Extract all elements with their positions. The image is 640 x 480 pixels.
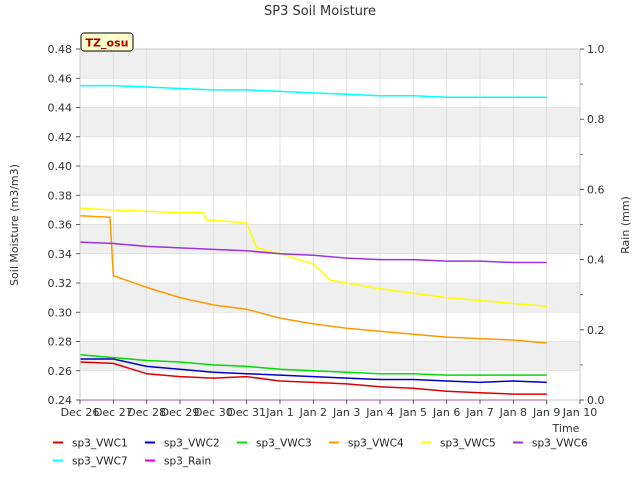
- series-line-sp3-vwc1: [79, 361, 547, 395]
- legend-label: sp3_VWC3: [256, 438, 312, 450]
- y2-tick-label: 0.8: [587, 113, 605, 126]
- legend-label: sp3_VWC6: [532, 438, 588, 450]
- y-tick-label: 0.28: [48, 336, 73, 349]
- y2-tick-label: 0.4: [587, 254, 605, 267]
- x-tick-label: Jan 5: [399, 406, 427, 419]
- series-line-sp3-vwc6: [79, 241, 547, 264]
- x-tick-label: Jan 7: [465, 406, 493, 419]
- plot-band: [80, 49, 580, 79]
- legend-label: sp3_VWC4: [348, 438, 404, 450]
- x-tick-label: Jan 1: [265, 406, 293, 419]
- y-tick-label: 0.30: [48, 306, 73, 319]
- x-tick-label: Jan 2: [299, 406, 327, 419]
- legend-label: sp3_Rain: [164, 456, 211, 468]
- y-tick-label: 0.34: [48, 248, 73, 261]
- legend-item-sp3-rain: sp3_Rain: [145, 456, 211, 468]
- x-tick-label: Dec 28: [127, 406, 166, 419]
- plot-band: [80, 224, 580, 254]
- legend-label: sp3_VWC5: [440, 438, 496, 450]
- legend-item-sp3-vwc1: sp3_VWC1: [53, 438, 128, 450]
- legend-label: sp3_VWC7: [72, 456, 128, 468]
- y-tick-label: 0.38: [48, 189, 73, 202]
- plot-band: [80, 283, 580, 313]
- x-tick-label: Jan 8: [499, 406, 527, 419]
- legend-item-sp3-vwc2: sp3_VWC2: [145, 438, 220, 450]
- x-tick-label: Jan 3: [332, 406, 360, 419]
- x-tick-label: Dec 29: [161, 406, 200, 419]
- series-line-sp3-vwc4: [79, 214, 547, 344]
- x-axis-label: Time: [552, 422, 580, 435]
- y-tick-label: 0.48: [48, 43, 73, 56]
- x-tick-label: Jan 6: [432, 406, 460, 419]
- legend-item-sp3-vwc6: sp3_VWC6: [513, 438, 588, 450]
- x-tick-label: Jan 10: [562, 406, 597, 419]
- series-line-sp3-vwc2: [80, 358, 547, 384]
- y2-tick-label: 0.2: [587, 324, 605, 337]
- y-tick-label: 0.46: [48, 72, 73, 85]
- y-tick-label: 0.44: [48, 102, 73, 115]
- y-tick-label: 0.26: [48, 365, 73, 378]
- y-tick-label: 0.32: [48, 277, 73, 290]
- legend-item-sp3-vwc5: sp3_VWC5: [421, 438, 496, 450]
- y-tick-label: 0.24: [48, 394, 73, 407]
- axes: 0.24 0.26 0.28 0.30 0.32 0.34 0.36 0.38 0.40 0.42…: [48, 43, 605, 419]
- plot-band: [80, 166, 580, 196]
- legend-label: sp3_VWC2: [164, 438, 220, 450]
- annotation-box: TZ_osu: [80, 32, 134, 52]
- plot-band: [80, 107, 580, 137]
- x-tick-label: Jan 9: [532, 406, 560, 419]
- x-tick-label: Dec 26: [61, 406, 100, 419]
- y2-tick-label: 0.6: [587, 183, 605, 196]
- x-tick-label: Dec 30: [194, 406, 233, 419]
- y2-tick-label: 1.0: [587, 43, 605, 56]
- y-axis-label: Soil Moisture (m3/m3): [8, 164, 21, 286]
- y2-tick-label: 0.0: [587, 394, 605, 407]
- x-tick-label: Jan 4: [365, 406, 393, 419]
- x-tick-label: Dec 31: [227, 406, 266, 419]
- y-tick-label: 0.42: [48, 131, 73, 144]
- legend-label: sp3_VWC1: [72, 438, 128, 450]
- legend-item-sp3-vwc3: sp3_VWC3: [237, 438, 312, 450]
- annotation-label: TZ_osu: [86, 37, 129, 50]
- chart-title: SP3 Soil Moisture: [264, 4, 376, 19]
- y2-axis-label: Rain (mm): [619, 196, 632, 254]
- legend-item-sp3-vwc4: sp3_VWC4: [329, 438, 404, 450]
- legend: sp3_VWC1 sp3_VWC2 sp3_VWC3 sp3_VWC4 sp3_VWC5…: [53, 438, 588, 468]
- legend-item-sp3-vwc7: sp3_VWC7: [53, 456, 128, 468]
- y-tick-label: 0.36: [48, 219, 73, 232]
- series-line-sp3-vwc7: [80, 84, 547, 99]
- y-tick-label: 0.40: [48, 160, 73, 173]
- plot-band: [80, 341, 580, 371]
- series-line-sp3-vwc3: [79, 353, 547, 376]
- x-tick-label: Dec 27: [94, 406, 133, 419]
